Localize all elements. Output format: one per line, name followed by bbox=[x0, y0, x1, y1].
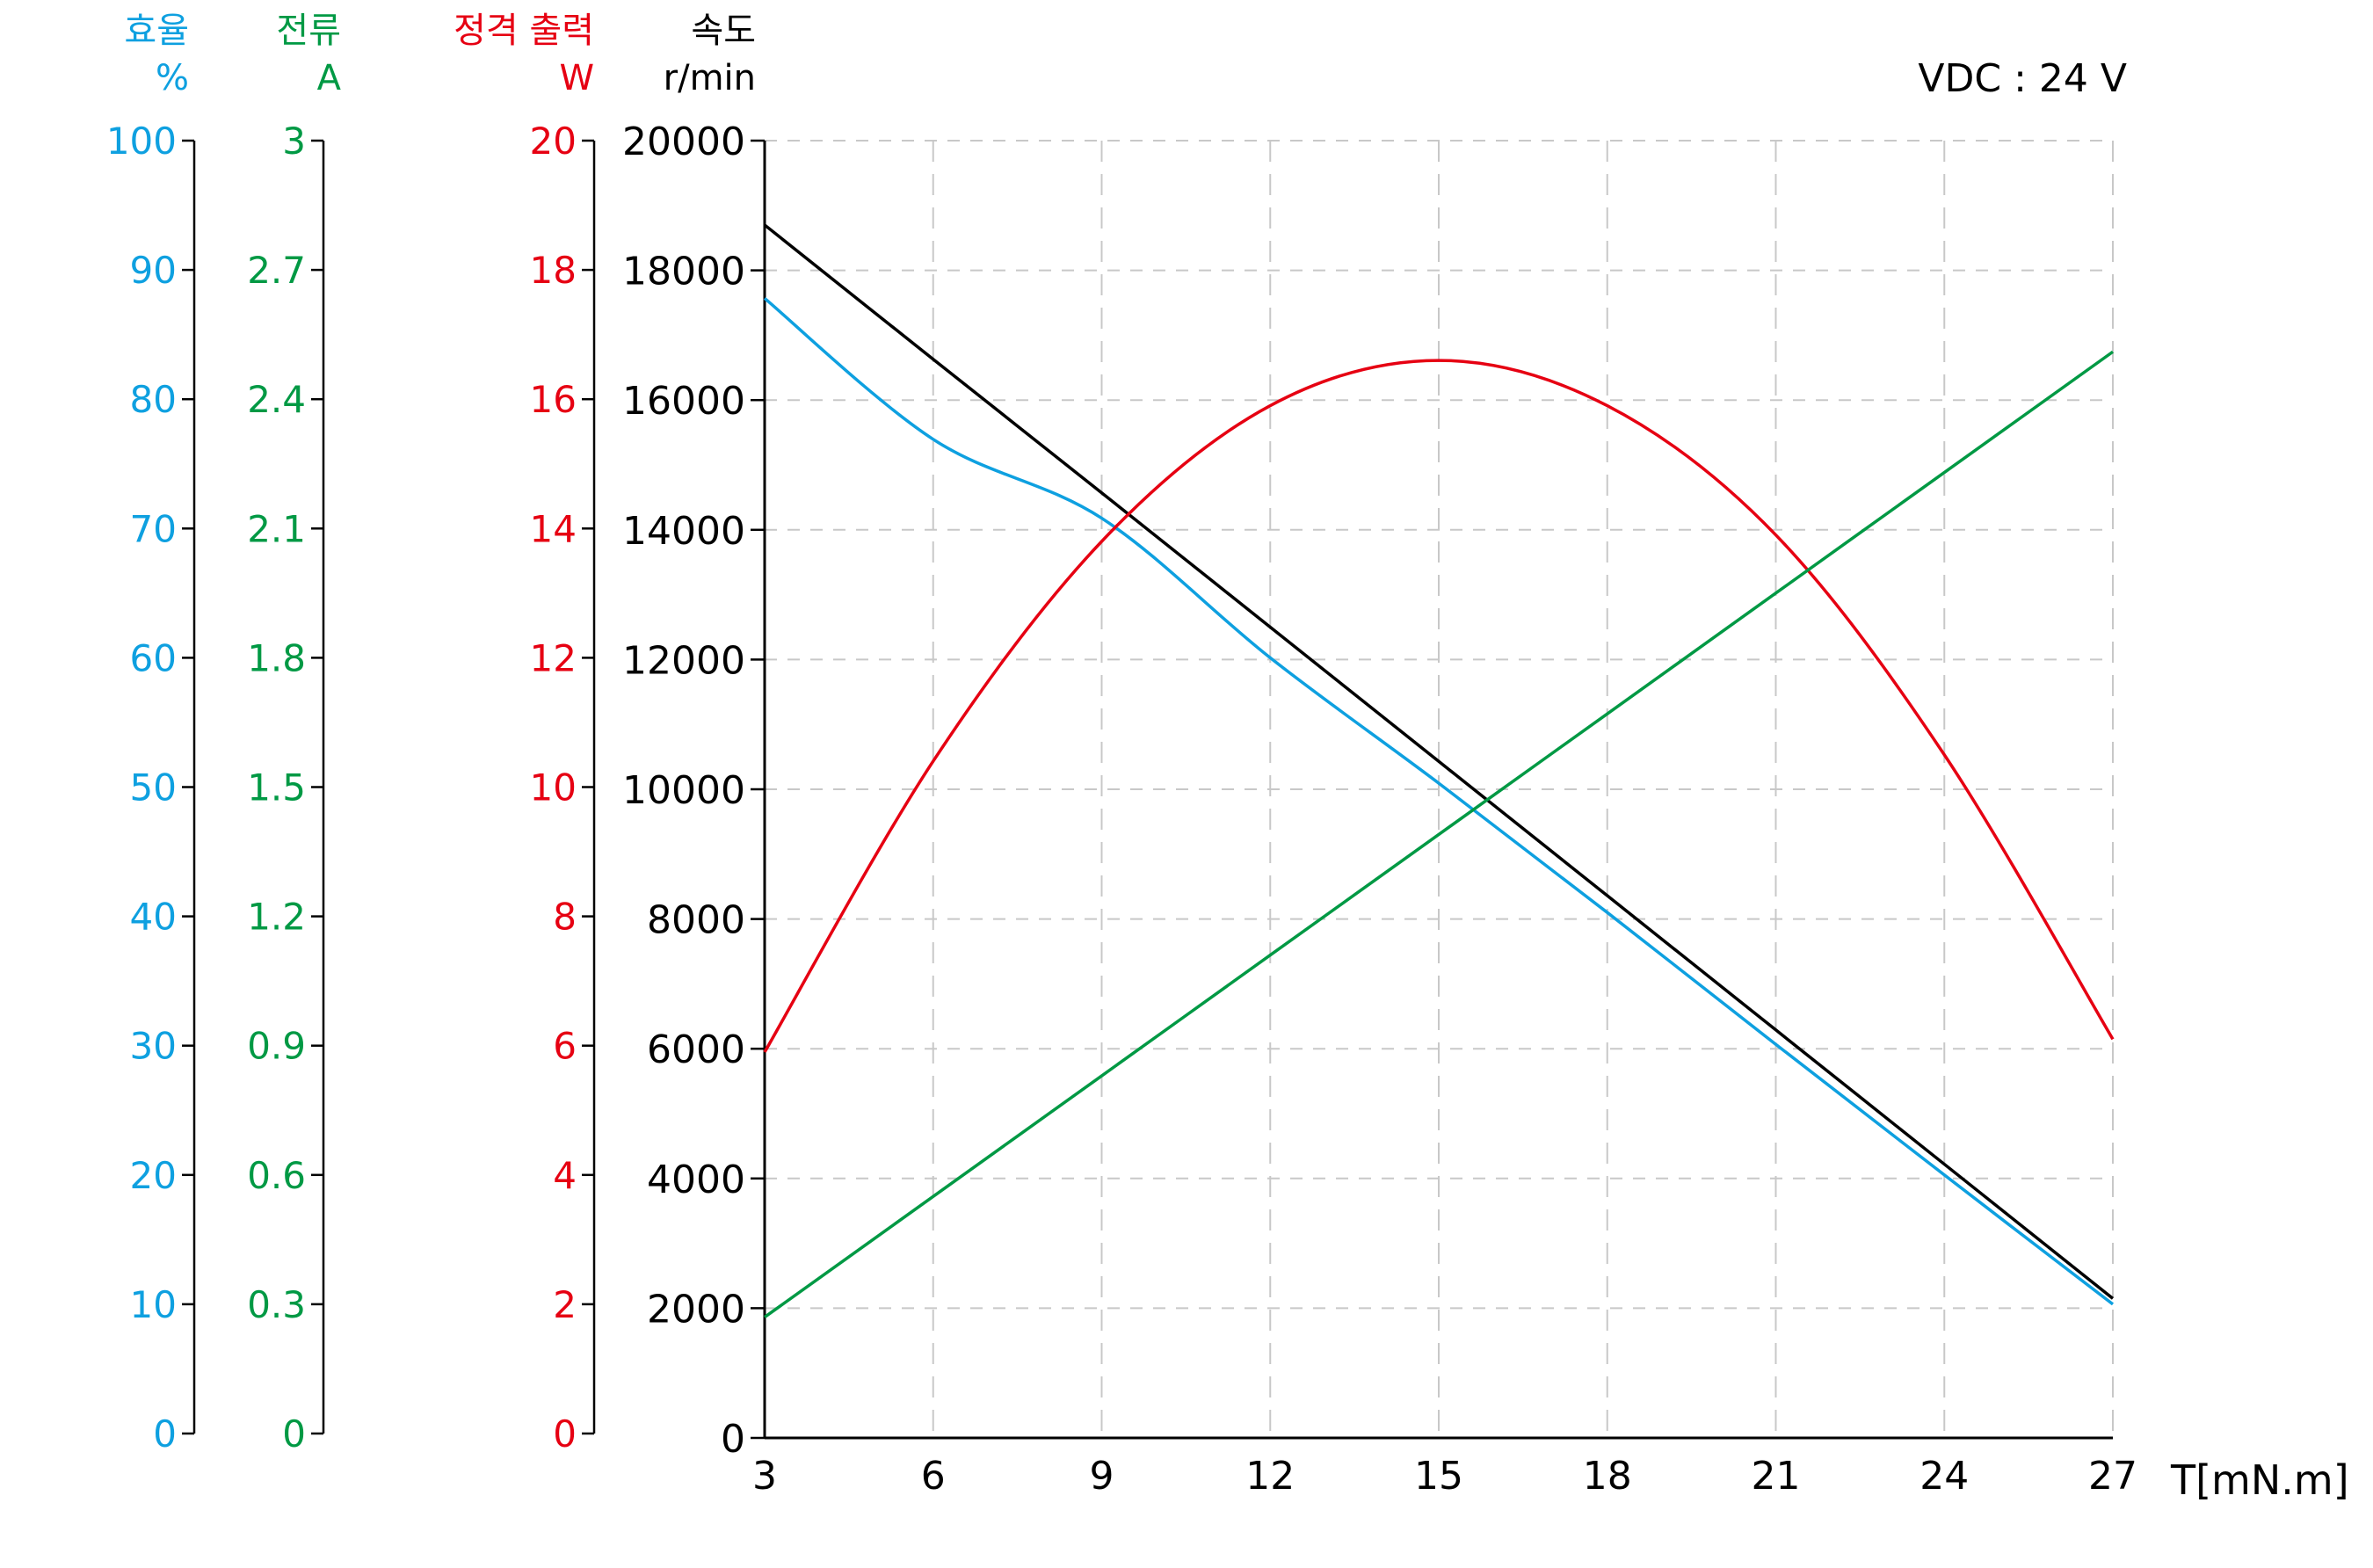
grid-lines bbox=[765, 140, 2114, 1438]
speed-axis-title: 속도 bbox=[691, 11, 756, 51]
side-axis-tick-label: 10 bbox=[130, 1283, 177, 1326]
side-axis-tick-label: 1.8 bbox=[247, 636, 306, 679]
axis-labels: 효율 % 전류 A 정격 출력 W 속도 r/min VDC : 24 V T[… bbox=[124, 11, 2348, 1504]
side-axis-tick-label: 2.1 bbox=[247, 507, 306, 550]
efficiency-axis-unit: % bbox=[156, 58, 189, 98]
side-axis-tick-label: 3 bbox=[282, 120, 306, 163]
side-axis-tick-label: 8 bbox=[553, 896, 577, 939]
side-axis-tick-label: 6 bbox=[553, 1025, 577, 1068]
side-axis-tick-label: 40 bbox=[130, 896, 177, 939]
side-axis-tick-label: 1.2 bbox=[247, 896, 306, 939]
side-axis-tick-label: 14 bbox=[530, 507, 577, 550]
current-axis-unit: A bbox=[317, 58, 342, 98]
side-axis-tick-label: 18 bbox=[530, 249, 577, 292]
speed-tick-label: 10000 bbox=[622, 768, 745, 813]
x-tick-label: 18 bbox=[1583, 1454, 1632, 1499]
side-axis-tick-label: 30 bbox=[130, 1025, 177, 1068]
x-tick-label: 27 bbox=[2088, 1454, 2137, 1499]
side-axis-tick-label: 90 bbox=[130, 249, 177, 292]
x-tick-label: 9 bbox=[1090, 1454, 1114, 1499]
speed-tick-label: 18000 bbox=[622, 250, 745, 294]
side-axis-tick-label: 80 bbox=[130, 378, 177, 421]
x-tick-label: 15 bbox=[1414, 1454, 1463, 1499]
side-axis-tick-label: 16 bbox=[530, 378, 577, 421]
x-tick-label: 12 bbox=[1245, 1454, 1295, 1499]
voltage-note: VDC : 24 V bbox=[1918, 56, 2127, 101]
side-axis-tick-label: 2.7 bbox=[247, 249, 306, 292]
side-axis-tick-label: 0 bbox=[282, 1412, 306, 1455]
efficiency-curve bbox=[763, 297, 2115, 1306]
speed-tick-label: 20000 bbox=[622, 120, 745, 164]
side-axis-tick-label: 50 bbox=[130, 766, 177, 809]
side-axis-tick-label: 10 bbox=[530, 766, 577, 809]
efficiency-axis-title: 효율 bbox=[124, 11, 189, 51]
speed-tick-label: 0 bbox=[721, 1417, 745, 1462]
side-axis-tick-label: 0 bbox=[153, 1412, 177, 1455]
side-axis-tick-label: 60 bbox=[130, 636, 177, 679]
x-axis-label: T[mN.m] bbox=[2170, 1456, 2349, 1504]
x-tick-label: 24 bbox=[1919, 1454, 1969, 1499]
x-tick-label: 21 bbox=[1752, 1454, 1801, 1499]
x-tick-label: 3 bbox=[752, 1454, 777, 1499]
current-axis-title: 전류 bbox=[276, 11, 341, 51]
speed-curve bbox=[763, 223, 2115, 1300]
side-axis-tick-label: 12 bbox=[530, 636, 577, 679]
side-axis-tick-label: 4 bbox=[553, 1154, 577, 1197]
side-axis-tick-label: 2.4 bbox=[247, 378, 306, 421]
speed-tick-label: 12000 bbox=[622, 638, 745, 683]
speed-axis-unit: r/min bbox=[664, 58, 756, 98]
power-axis-unit: W bbox=[559, 58, 594, 98]
side-axis-tick-label: 0.9 bbox=[247, 1025, 306, 1068]
side-axis-tick-label: 20 bbox=[530, 120, 577, 163]
speed-tick-label: 6000 bbox=[647, 1027, 745, 1072]
side-axis-tick-label: 2 bbox=[553, 1283, 577, 1326]
speed-tick-label: 4000 bbox=[647, 1158, 745, 1202]
current-curve bbox=[763, 350, 2115, 1319]
side-axis-tick-label: 20 bbox=[130, 1154, 177, 1197]
speed-tick-label: 14000 bbox=[622, 509, 745, 554]
side-axis-tick-label: 1.5 bbox=[247, 766, 306, 809]
side-axis-tick-label: 0.6 bbox=[247, 1154, 306, 1197]
x-tick-label: 6 bbox=[921, 1454, 946, 1499]
curves bbox=[763, 223, 2115, 1319]
speed-tick-label: 2000 bbox=[647, 1287, 745, 1332]
side-axis-tick-label: 70 bbox=[130, 507, 177, 550]
power-axis-title: 정격 출력 bbox=[454, 11, 594, 51]
axes: 0200040006000800010000120001400016000180… bbox=[106, 120, 2137, 1499]
power-curve bbox=[763, 359, 2115, 1053]
side-axis-tick-label: 0.3 bbox=[247, 1283, 306, 1326]
speed-tick-label: 8000 bbox=[647, 898, 745, 943]
speed-tick-label: 16000 bbox=[622, 379, 745, 424]
side-axis-tick-label: 0 bbox=[553, 1412, 577, 1455]
side-axis-tick-label: 100 bbox=[106, 120, 177, 163]
